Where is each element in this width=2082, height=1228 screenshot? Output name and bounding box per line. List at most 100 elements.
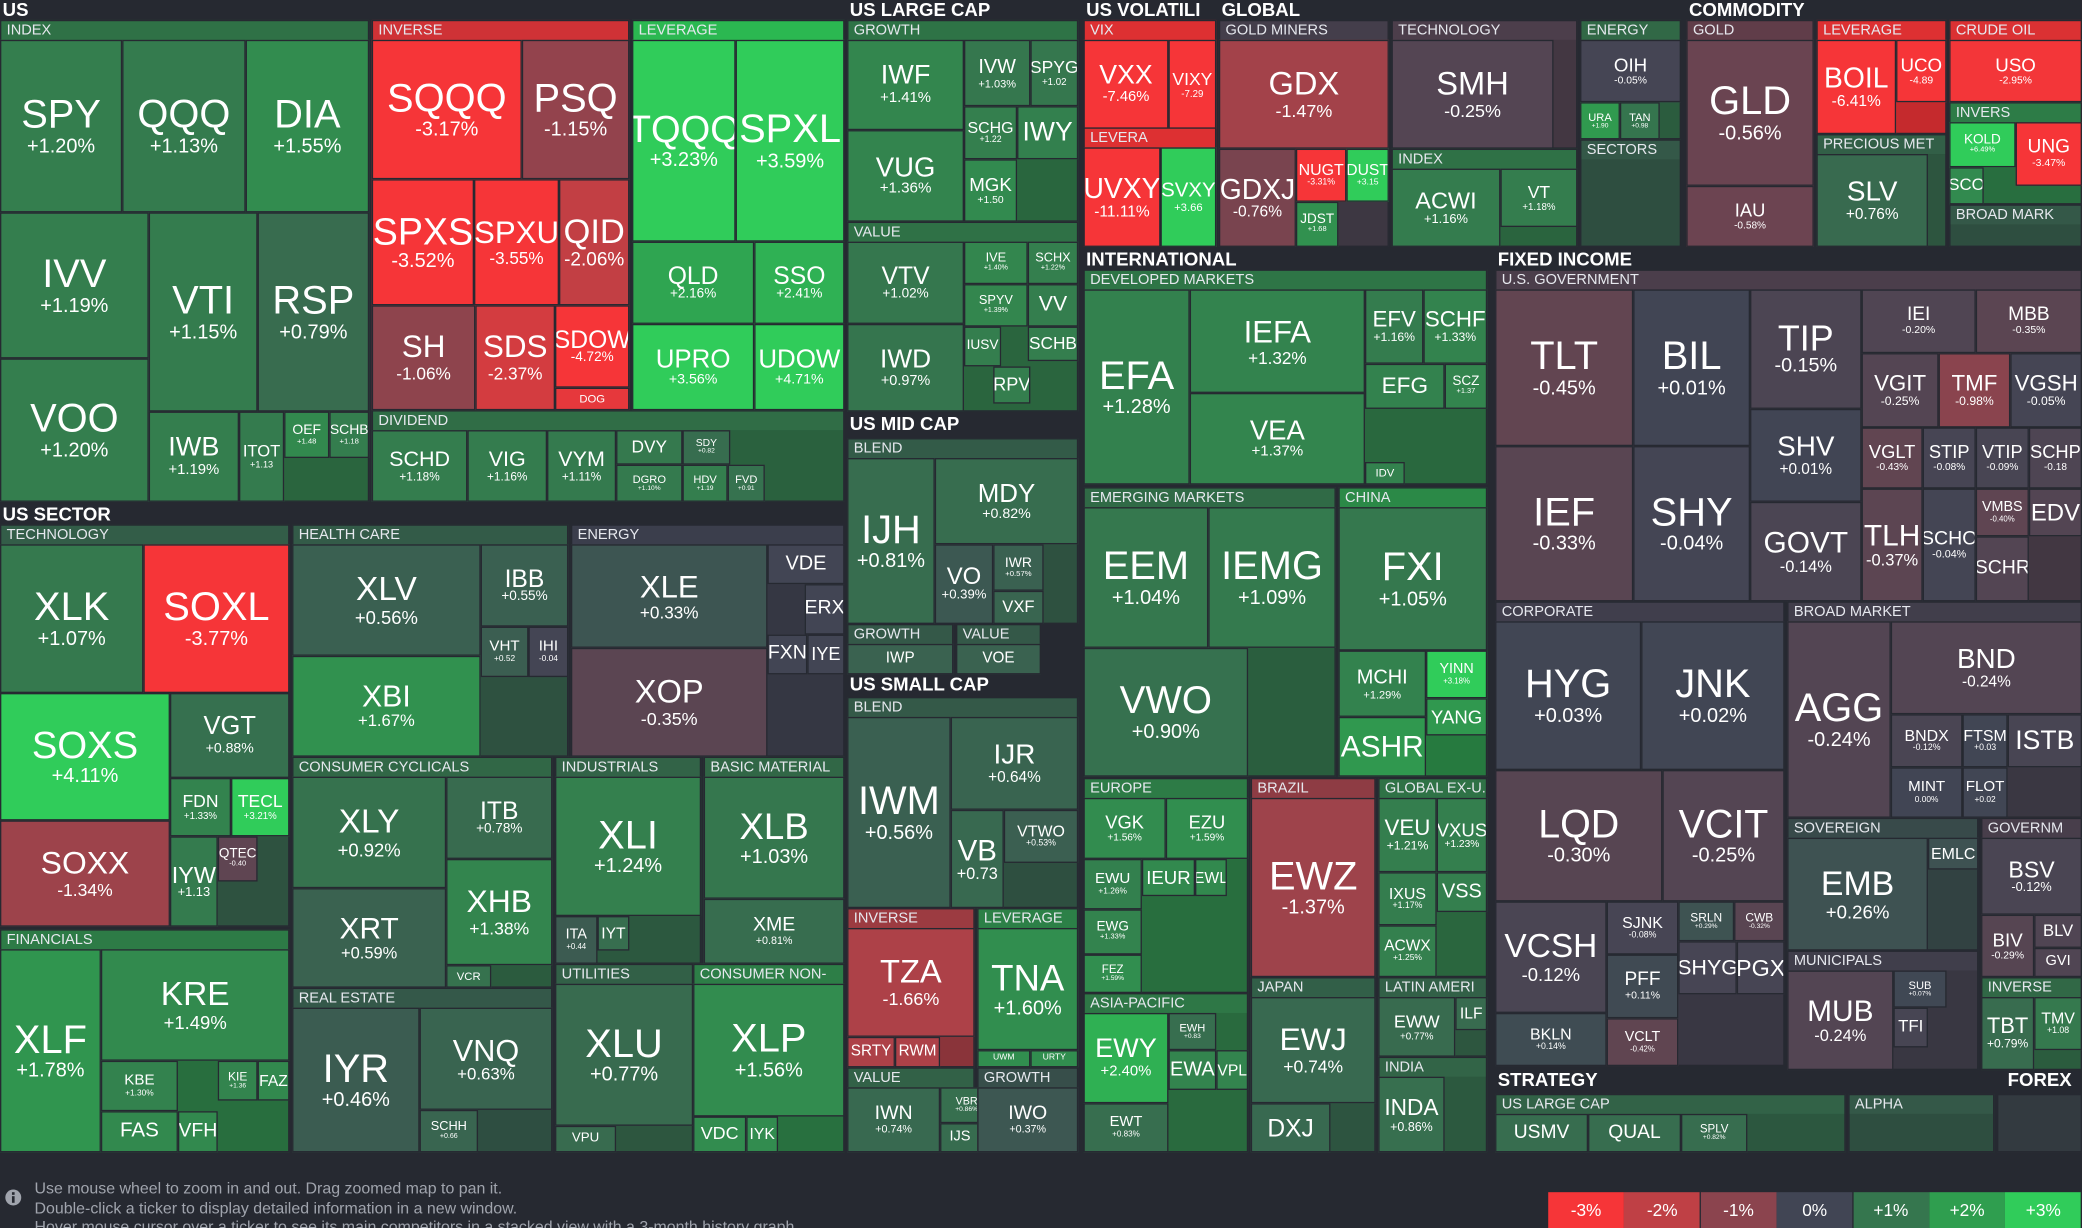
- ticker-tile[interactable]: XLP +1.56%: [693, 983, 845, 1117]
- ticker-tile[interactable]: SHV +0.01%: [1750, 408, 1862, 502]
- ticker-tile[interactable]: VXF: [993, 590, 1044, 624]
- ticker-tile[interactable]: SPXU -3.55%: [474, 179, 560, 306]
- ticker-tile[interactable]: IUSV: [963, 326, 1002, 367]
- ticker-tile[interactable]: SDOW -4.72%: [555, 305, 630, 388]
- ticker-tile[interactable]: FAS: [100, 1111, 178, 1153]
- ticker-tile[interactable]: INDA +0.86%: [1378, 1076, 1445, 1153]
- ticker-tile[interactable]: IEI -0.20%: [1861, 289, 1976, 354]
- ticker-tile[interactable]: SRTY: [847, 1036, 895, 1068]
- ticker-tile[interactable]: IVW +1.03%: [963, 39, 1031, 107]
- ticker-tile[interactable]: VEU +1.21%: [1378, 797, 1437, 873]
- ticker-tile[interactable]: QQQ +1.13%: [122, 39, 246, 213]
- ticker-tile[interactable]: IEF -0.33%: [1495, 446, 1634, 602]
- ticker-tile[interactable]: VOE: [956, 643, 1041, 675]
- ticker-tile[interactable]: EWG +1.33%: [1083, 909, 1142, 955]
- ticker-tile[interactable]: XLV +0.56%: [292, 544, 481, 656]
- ticker-tile[interactable]: BND -0.24%: [1890, 621, 2082, 715]
- ticker-tile[interactable]: VIG +1.16%: [467, 430, 548, 502]
- ticker-tile[interactable]: EDV: [2028, 488, 2082, 537]
- ticker-tile[interactable]: VTIP -0.09%: [1975, 427, 2029, 489]
- ticker-tile[interactable]: EWW +0.77%: [1378, 997, 1456, 1057]
- ticker-tile[interactable]: IEMG +1.09%: [1208, 507, 1336, 648]
- ticker-tile[interactable]: EWL: [1195, 858, 1227, 897]
- ticker-tile[interactable]: LQD -0.30%: [1495, 770, 1663, 902]
- ticker-tile[interactable]: IEUR: [1141, 858, 1196, 897]
- ticker-tile[interactable]: VCR: [446, 965, 492, 988]
- ticker-tile[interactable]: QTEC -0.40: [217, 836, 258, 882]
- ticker-tile[interactable]: OIH -0.05%: [1580, 39, 1681, 103]
- ticker-tile[interactable]: VWO +0.90%: [1083, 647, 1249, 777]
- ticker-tile[interactable]: SOXS +4.11%: [0, 693, 170, 821]
- ticker-tile[interactable]: XLY +0.92%: [292, 776, 447, 889]
- ticker-tile[interactable]: EWJ +0.74%: [1250, 997, 1376, 1104]
- ticker-tile[interactable]: VSS: [1436, 872, 1488, 913]
- ticker-tile[interactable]: XBI +1.67%: [292, 655, 481, 757]
- ticker-tile[interactable]: IYK: [746, 1116, 779, 1153]
- ticker-tile[interactable]: FTSM +0.03: [1962, 714, 2008, 768]
- ticker-tile[interactable]: IYR +0.46%: [292, 1007, 420, 1153]
- ticker-tile[interactable]: SSO +2.41%: [754, 241, 845, 324]
- ticker-tile[interactable]: RWM: [894, 1036, 941, 1068]
- ticker-tile[interactable]: KRE +1.49%: [100, 949, 290, 1061]
- ticker-tile[interactable]: EMLC: [1927, 837, 1979, 870]
- ticker-tile[interactable]: VCSH -0.12%: [1495, 901, 1607, 1013]
- ticker-tile[interactable]: VHT +0.52: [480, 626, 529, 678]
- ticker-tile[interactable]: OEF +1.48: [284, 411, 330, 459]
- ticker-tile[interactable]: BOIL -6.41%: [1816, 39, 1897, 135]
- ticker-tile[interactable]: PSQ -1.15%: [521, 39, 630, 180]
- ticker-tile[interactable]: IVV +1.19%: [0, 212, 149, 359]
- ticker-tile[interactable]: TMV +1.08: [2034, 997, 2082, 1051]
- ticker-tile[interactable]: XHB +1.38%: [446, 858, 553, 966]
- ticker-tile[interactable]: IYE: [807, 634, 845, 675]
- ticker-tile[interactable]: KBE +1.30%: [100, 1060, 178, 1112]
- ticker-tile[interactable]: TIP -0.15%: [1750, 289, 1862, 409]
- ticker-tile[interactable]: BIV -0.29%: [1981, 914, 2035, 978]
- ticker-tile[interactable]: VPL: [1216, 1050, 1249, 1090]
- ticker-tile[interactable]: QLD +2.16%: [632, 241, 755, 324]
- ticker-tile[interactable]: MGK +1.50: [963, 159, 1018, 222]
- ticker-tile[interactable]: VCIT -0.25%: [1662, 770, 1785, 902]
- ticker-tile[interactable]: SCHP -0.18: [2028, 427, 2082, 489]
- ticker-tile[interactable]: HDV +1.19: [682, 464, 728, 502]
- ticker-tile[interactable]: XLB +1.03%: [703, 776, 845, 899]
- ticker-tile[interactable]: FLOT +0.02: [1962, 767, 2008, 818]
- ticker-tile[interactable]: TQQQ +3.23%: [632, 39, 736, 242]
- ticker-tile[interactable]: JNK +0.02%: [1641, 621, 1785, 771]
- ticker-tile[interactable]: IXUS +1.17%: [1378, 872, 1437, 926]
- ticker-tile[interactable]: ITA +0.44: [555, 916, 598, 964]
- ticker-tile[interactable]: VDC: [693, 1116, 747, 1153]
- ticker-tile[interactable]: FEZ +1.59%: [1083, 954, 1142, 994]
- ticker-tile[interactable]: VGK +1.56%: [1083, 797, 1166, 859]
- ticker-tile[interactable]: EWA: [1168, 1050, 1217, 1090]
- ticker-tile[interactable]: XLE +0.33%: [570, 544, 768, 648]
- ticker-tile[interactable]: SHY -0.04%: [1633, 446, 1751, 602]
- ticker-tile[interactable]: SVXY +3.66: [1160, 147, 1217, 247]
- ticker-tile[interactable]: SCHO -0.04%: [1922, 488, 1976, 602]
- ticker-tile[interactable]: VGT +0.88%: [169, 693, 290, 778]
- ticker-tile[interactable]: ILF: [1455, 997, 1488, 1031]
- ticker-tile[interactable]: YINN +3.18%: [1426, 650, 1488, 699]
- ticker-tile[interactable]: SMH -0.25%: [1391, 39, 1554, 149]
- ticker-tile[interactable]: BKLN +0.14%: [1495, 1012, 1607, 1067]
- ticker-tile[interactable]: ACWI +1.16%: [1391, 168, 1501, 247]
- ticker-tile[interactable]: VTWO +0.53%: [1003, 809, 1079, 863]
- ticker-tile[interactable]: SPXS -3.52%: [371, 179, 475, 306]
- ticker-tile[interactable]: SCZ +1.37: [1444, 363, 1488, 409]
- ticker-tile[interactable]: SPLV +0.82%: [1680, 1113, 1748, 1153]
- ticker-tile[interactable]: IEFA +1.32%: [1189, 289, 1365, 393]
- ticker-tile[interactable]: FAZ: [257, 1060, 290, 1101]
- ticker-tile[interactable]: UDOW +4.71%: [754, 323, 845, 411]
- ticker-tile[interactable]: MDY +0.82%: [934, 458, 1079, 545]
- ticker-tile[interactable]: VTI +1.15%: [148, 212, 258, 412]
- ticker-tile[interactable]: VOO +1.20%: [0, 358, 149, 502]
- ticker-tile[interactable]: XRT +0.59%: [292, 888, 447, 988]
- ticker-tile[interactable]: UNG -3.47%: [2015, 122, 2082, 186]
- ticker-tile[interactable]: VGLT -0.43%: [1861, 427, 1923, 489]
- ticker-tile[interactable]: VNQ +0.63%: [419, 1007, 553, 1110]
- ticker-tile[interactable]: SOXX -1.34%: [0, 820, 170, 927]
- ticker-tile[interactable]: RSP +0.79%: [257, 212, 370, 412]
- ticker-tile[interactable]: BLV: [2034, 914, 2082, 948]
- ticker-tile[interactable]: IJR +0.64%: [950, 716, 1079, 810]
- ticker-tile[interactable]: PFF +0.11%: [1606, 954, 1679, 1019]
- ticker-tile[interactable]: VV: [1027, 284, 1079, 327]
